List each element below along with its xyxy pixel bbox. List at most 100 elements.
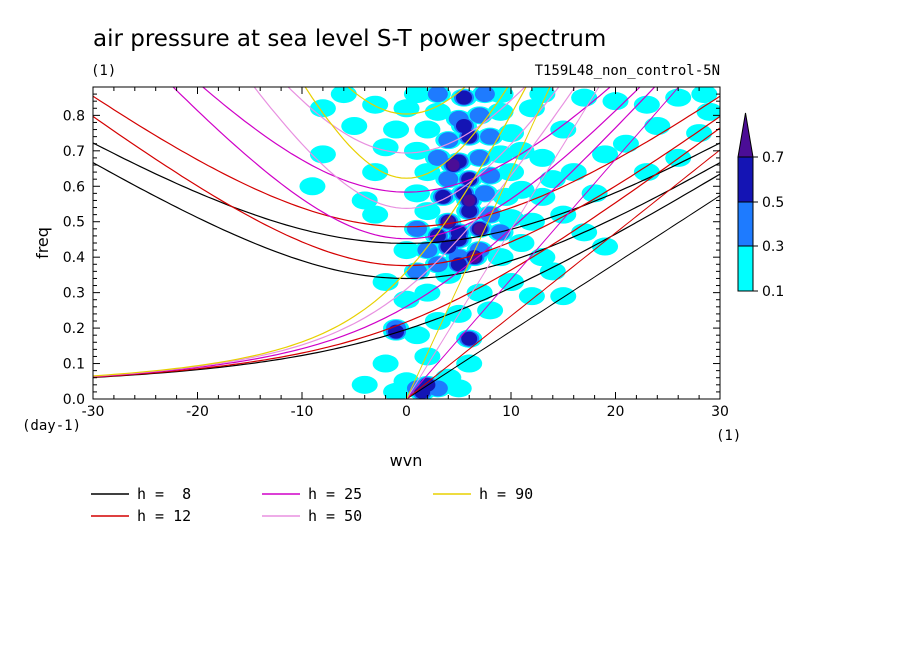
spectrum-cell-level-1 [362, 205, 389, 224]
colorbar-bin [737, 245, 754, 292]
spectrum-cell-level-3 [440, 239, 457, 254]
spectrum-cell-level-1 [539, 262, 566, 281]
dispersion-curves [93, 87, 720, 399]
spectrum-cell-level-1 [571, 88, 598, 107]
spectrum-cell-level-4 [463, 194, 476, 207]
spectrum-cell-level-1 [602, 92, 629, 111]
y-tick-label: 0.0 [63, 392, 85, 408]
kelvin-curve-h-25 [406, 87, 680, 399]
curve-h-8-kelvin0 [93, 173, 720, 379]
spectrum-cell-level-1 [691, 87, 718, 104]
kelvin-curve-h-50 [406, 87, 600, 399]
spectrum-cell-level-2 [438, 171, 459, 188]
y-tick-label: 0.4 [63, 250, 85, 266]
spectrum-cell-level-1 [550, 287, 577, 306]
y-axis-label: freq [33, 227, 52, 259]
curve-h-50-kelvin0 [93, 87, 576, 377]
x-tick-label: 20 [607, 404, 625, 420]
spectrum-cell-level-3 [388, 324, 405, 339]
spectrum-cell-level-3 [461, 172, 478, 187]
x-axis-label: wvn [390, 451, 423, 470]
spectrum-cell-level-1 [529, 87, 556, 104]
spectrum-cell-level-1 [372, 138, 399, 157]
x-unit-label: (1) [716, 428, 741, 444]
spectrum-cell-level-1 [299, 177, 326, 196]
curve-h-50-ig1 [253, 87, 560, 210]
spectrum-cell-level-1 [644, 117, 671, 135]
curve-h-50-ig2 [287, 87, 526, 154]
y-tick-label: 0.1 [63, 357, 85, 373]
spectrum-cell-level-3 [461, 204, 478, 219]
run-label: T159L48_non_control-5N [535, 63, 720, 79]
spectrum-cell-level-1 [403, 326, 430, 345]
y-tick-label: 0.3 [63, 286, 85, 302]
spectrum-cell-level-1 [696, 102, 720, 121]
spectrum-cell-level-1 [529, 187, 556, 206]
spectrum-cell-level-1 [686, 124, 713, 143]
spectrum-cell-level-2 [474, 87, 495, 103]
spectrum-cell-level-3 [461, 129, 478, 144]
spectrum-cell-level-2 [480, 128, 501, 145]
spectrum-cell-level-1 [403, 184, 430, 203]
spectrum-cell-level-3 [429, 228, 446, 243]
spectrum-cell-level-1 [393, 99, 420, 118]
spectrum-cell-level-1 [445, 379, 472, 398]
y-tick-label: 0.2 [63, 321, 85, 337]
x-tick-label: 0 [402, 404, 411, 420]
x-tick-label: 10 [502, 404, 520, 420]
spectrum-cell-level-1 [466, 283, 493, 302]
spectrum-cell-level-1 [477, 301, 504, 320]
spectrum-cell-level-1 [351, 375, 378, 394]
curve-h-25-kelvin0 [93, 87, 656, 378]
spectrum-cell-level-2 [474, 185, 495, 202]
colorbar-label: 0.7 [762, 150, 784, 166]
x-tick-label: 30 [711, 404, 729, 420]
kelvin-curve-h-12 [406, 149, 720, 399]
spectrum-cell-level-1 [592, 237, 619, 256]
legend: h = 8 h = 12 h = 25 h = 50 h = 90 [91, 485, 533, 525]
spectrum-cell-level-1 [383, 382, 410, 399]
curve-h-12-kelvin0 [93, 127, 720, 378]
legend-label: h = 90 [479, 485, 533, 503]
legend-label: h = 8 [137, 485, 191, 503]
spectrum-cell-level-1 [309, 145, 336, 164]
colorbar-label: 0.5 [762, 195, 784, 211]
colorbar-extension [737, 112, 754, 158]
spectrum-cell-level-4 [473, 222, 486, 235]
spectrum-cell-level-1 [403, 141, 430, 160]
colorbar-bin [737, 201, 754, 247]
spectrum-cell-level-4 [442, 215, 455, 228]
curve-h-90-ig1 [304, 87, 509, 179]
legend-label: h = 25 [308, 485, 362, 503]
curve-h-12-ig1 [93, 115, 720, 267]
spectrum-cell-level-2 [438, 132, 459, 149]
y-tick-label: 0.7 [63, 144, 85, 160]
spectrum-cell-level-1 [424, 102, 451, 121]
spectrum-cell-level-1 [372, 273, 399, 291]
kelvin-curve-h-8 [406, 195, 720, 399]
spectrum-cell-level-1 [309, 99, 336, 118]
colorbar: 0.1 0.3 0.5 0.7 [737, 112, 784, 300]
spectrum-cell-level-3 [455, 90, 472, 105]
spectrum-cell-level-3 [461, 331, 478, 346]
spectrum-cell-level-1 [362, 163, 389, 182]
curve-h-25-ig2 [201, 87, 612, 193]
spectrum-cell-level-1 [403, 87, 430, 104]
spectrum-cell-level-1 [592, 145, 619, 164]
spectrum-cell-level-1 [414, 347, 441, 366]
spectrum-cell-level-1 [456, 354, 483, 373]
spectrum-shading [299, 87, 720, 399]
spectrum-cell-level-1 [508, 180, 535, 199]
colorbar-label: 0.1 [762, 284, 784, 300]
spectrum-cell-level-1 [665, 88, 692, 107]
colorbar-bin [737, 156, 754, 203]
spectrum-cell-level-1 [518, 287, 545, 306]
y-axis-ticks: 0.0 0.1 0.2 0.3 0.4 0.5 0.6 0.7 0.8 [63, 86, 720, 408]
spectrum-cell-level-1 [351, 191, 378, 210]
curve-h-90-kelvin0 [93, 87, 527, 377]
curve-h-8-ig1 [93, 162, 720, 280]
units-label: (1) [91, 63, 116, 79]
spectrum-cell-level-1 [508, 141, 535, 160]
curve-h-25-ig1 [172, 87, 641, 240]
